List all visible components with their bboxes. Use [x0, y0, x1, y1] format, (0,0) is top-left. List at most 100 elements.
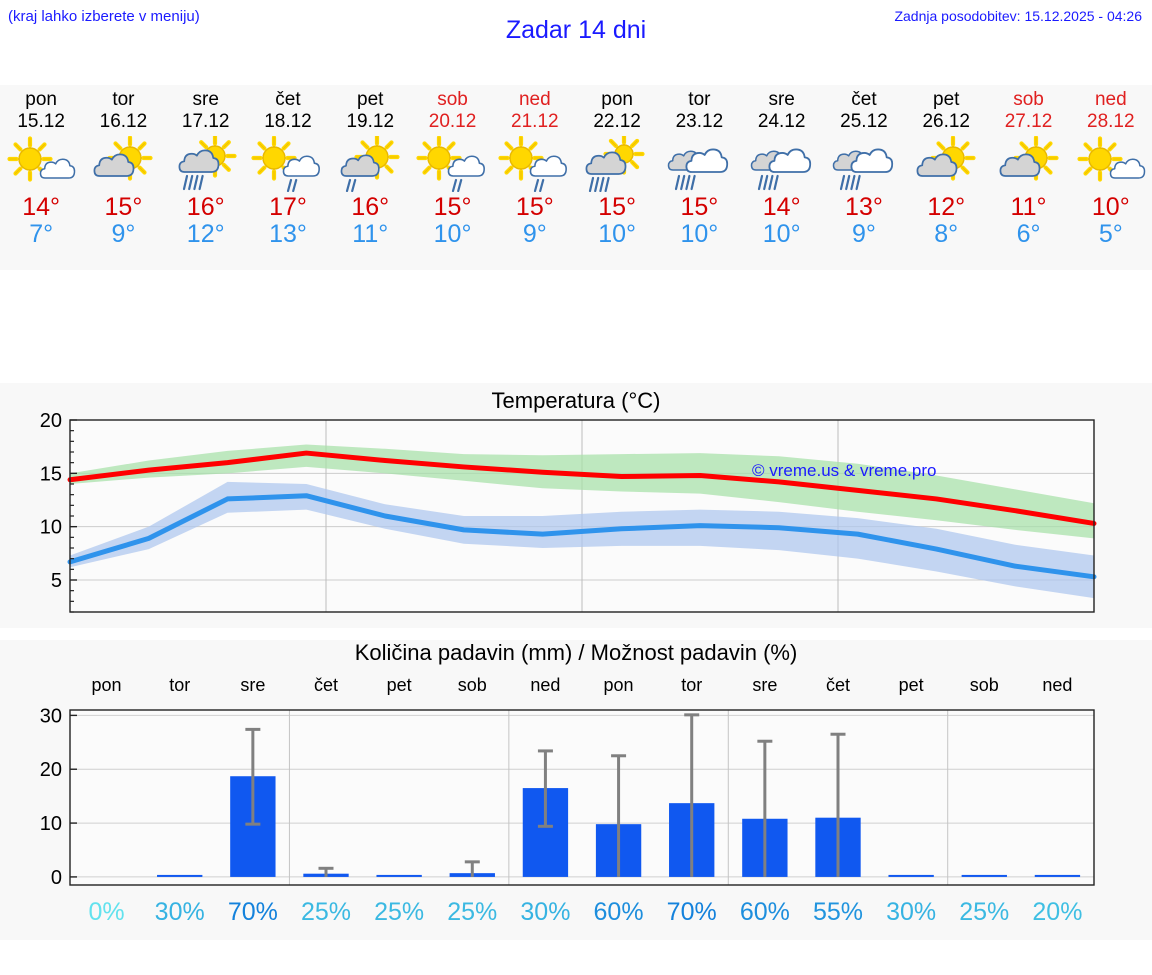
precip-probability-label: 0% — [88, 898, 125, 926]
forecast-day-name: pet — [357, 89, 384, 110]
precip-probability-label: 20% — [1032, 898, 1083, 926]
forecast-temp-max: 17° — [269, 193, 307, 221]
precip-probability-label: 25% — [959, 898, 1010, 926]
forecast-temp-min: 5° — [1098, 220, 1123, 248]
forecast-day-column[interactable]: pet 26.12 12° 8° — [905, 85, 987, 270]
precipitation-day-labels: pon tor sre čet pet sob ned pon tor sre čet pet sob n… — [0, 675, 1152, 699]
forecast-day-name: pon — [25, 89, 57, 110]
forecast-temp-min: 13° — [269, 220, 307, 248]
precip-day-label: ned — [530, 675, 561, 695]
forecast-temp-min: 8° — [934, 220, 959, 248]
forecast-day-column[interactable]: sob 20.12 15° 10° — [411, 85, 493, 270]
cloud-rain-icon — [744, 136, 820, 192]
forecast-temp-max: 10° — [1091, 193, 1130, 221]
precip-day-label: sob — [457, 675, 487, 695]
forecast-day-column[interactable]: tor 23.12 15° 10° — [658, 85, 740, 270]
forecast-day-column[interactable]: čet 18.12 17° 13° — [247, 85, 329, 270]
precip-probability-label: 25% — [300, 898, 352, 926]
forecast-day-name: pet — [933, 89, 960, 110]
forecast-day-date: 26.12 — [922, 111, 970, 132]
forecast-day-date: 19.12 — [346, 111, 395, 132]
forecast-day-column[interactable]: sre 17.12 16° 12° — [165, 85, 247, 270]
forecast-temp-max: 11° — [1010, 193, 1047, 221]
precip-probability-label: 60% — [593, 898, 644, 926]
page-title: Zadar 14 dni — [505, 16, 647, 44]
forecast-day-name: tor — [112, 89, 135, 110]
forecast-day-column[interactable]: ned 28.12 10° 5° — [1070, 85, 1152, 270]
forecast-day-name: čet — [851, 89, 877, 110]
svg-text:30: 30 — [40, 705, 62, 727]
cloud-sun-rain-icon — [168, 136, 244, 192]
precip-day-label: ned — [1042, 675, 1073, 695]
precip-probability-label: 55% — [812, 898, 864, 926]
forecast-temp-max: 15° — [104, 193, 143, 221]
forecast-temp-min: 12° — [186, 220, 225, 248]
forecast-temp-max: 15° — [680, 193, 719, 221]
forecast-temp-min: 10° — [680, 220, 719, 248]
menu-hint-text: (kraj lahko izberete v meniju) — [8, 8, 200, 25]
precip-probability-label: 25% — [447, 898, 498, 926]
precip-day-label: tor — [681, 675, 703, 695]
precip-probability-label: 30% — [154, 898, 205, 926]
forecast-day-column[interactable]: sre 24.12 14° 10° — [741, 85, 823, 270]
sun-cloud-icon — [3, 136, 79, 192]
cloud-sun-icon — [908, 136, 984, 192]
sun-cloud-drizzle-icon — [497, 136, 573, 192]
temperature-chart-svg: 5 10 15 20 — [40, 410, 1097, 613]
cloud-rain-icon — [826, 136, 902, 192]
precip-day-label: pon — [603, 675, 634, 695]
temperature-chart-title: Temperatura (°C) — [491, 388, 661, 413]
precipitation-probability-row: 0% 30% 70% 25% 25% 25% 30% 60% 70% 60% 55% 30% 25% 20… — [0, 898, 1152, 938]
forecast-day-date: 25.12 — [840, 111, 888, 132]
forecast-temp-max: 12° — [927, 193, 966, 221]
cloud-sun-drizzle-icon — [332, 136, 408, 192]
forecast-day-date: 18.12 — [264, 111, 312, 132]
forecast-temp-max: 15° — [433, 193, 472, 221]
precip-probability-label: 30% — [886, 898, 937, 926]
precip-day-label: čet — [825, 675, 850, 695]
svg-text:10: 10 — [40, 813, 62, 835]
forecast-temp-min: 10° — [598, 220, 637, 248]
forecast-day-date: 15.12 — [17, 111, 65, 132]
precip-probability-label: 25% — [374, 898, 425, 926]
forecast-temp-max: 16° — [186, 193, 225, 221]
forecast-temp-max: 15° — [598, 193, 637, 221]
forecast-day-date: 21.12 — [511, 111, 559, 132]
forecast-day-column[interactable]: čet 25.12 13° 9° — [823, 85, 905, 270]
forecast-temp-max: 14° — [22, 193, 61, 221]
forecast-day-column[interactable]: tor 16.12 15° 9° — [82, 85, 164, 270]
forecast-temp-min: 9° — [111, 220, 136, 248]
forecast-day-column[interactable]: pet 19.12 16° 11° — [329, 85, 411, 270]
forecast-day-column[interactable]: pon 15.12 14° 7° — [0, 85, 82, 270]
forecast-day-date: 20.12 — [428, 111, 477, 132]
forecast-day-date: 22.12 — [593, 111, 641, 132]
precip-day-label: čet — [313, 675, 338, 695]
precip-day-label: sre — [752, 675, 778, 695]
forecast-day-column[interactable]: sob 27.12 11° 6° — [987, 85, 1069, 270]
forecast-temp-max: 16° — [351, 193, 390, 221]
precip-probability-label: 60% — [739, 898, 790, 926]
forecast-day-date: 17.12 — [181, 111, 230, 132]
daily-forecast-strip: pon 15.12 14° 7° tor 16.12 15° 9° sre 17.12 16°… — [0, 85, 1152, 270]
copyright-watermark: © vreme.us & vreme.pro — [752, 461, 937, 480]
forecast-day-name: ned — [518, 89, 551, 110]
cloud-sun-icon — [991, 136, 1067, 192]
forecast-day-name: ned — [1094, 89, 1127, 110]
forecast-day-column[interactable]: ned 21.12 15° 9° — [494, 85, 576, 270]
svg-text:5: 5 — [51, 570, 62, 592]
svg-text:20: 20 — [40, 410, 62, 432]
forecast-temp-min: 9° — [852, 220, 876, 248]
forecast-day-name: sob — [437, 89, 468, 110]
forecast-day-column[interactable]: pon 22.12 15° 10° — [576, 85, 658, 270]
sun-cloud-rain-icon — [579, 136, 655, 192]
forecast-temp-min: 9° — [522, 220, 547, 248]
forecast-temp-min: 10° — [433, 220, 472, 248]
precip-probability-label: 30% — [520, 898, 571, 926]
precip-day-label: pet — [898, 675, 924, 695]
precipitation-chart-svg: 0 10 20 30 — [40, 705, 1095, 889]
forecast-temp-max: 14° — [762, 193, 801, 221]
precip-day-label: sob — [969, 675, 999, 695]
forecast-day-name: čet — [275, 89, 301, 110]
last-updated-text: Zadnja posodobitev: 15.12.2025 - 04:26 — [894, 8, 1142, 24]
precip-day-label: sre — [240, 675, 266, 695]
